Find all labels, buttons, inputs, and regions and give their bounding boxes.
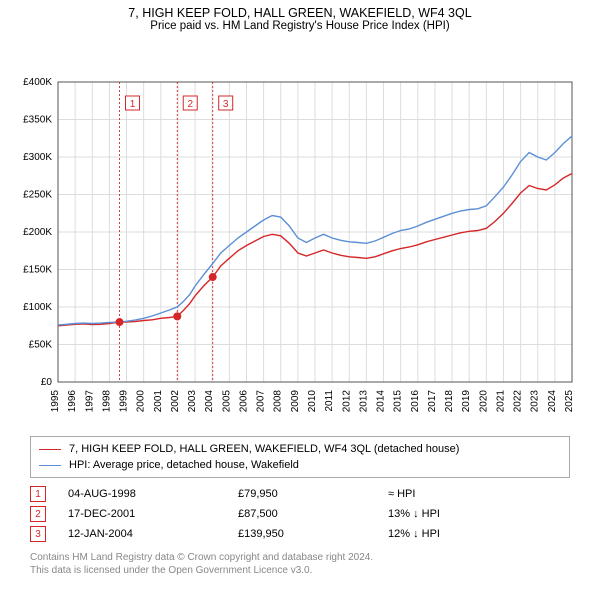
sale-marker-number: 1	[30, 486, 46, 502]
svg-text:£300K: £300K	[23, 152, 52, 163]
sale-date: 17-DEC-2001	[68, 508, 238, 520]
svg-text:1: 1	[130, 99, 136, 110]
svg-text:2008: 2008	[273, 390, 284, 413]
sale-date: 04-AUG-1998	[68, 488, 238, 500]
svg-text:£350K: £350K	[23, 115, 52, 126]
sales-table: 1 04-AUG-1998£79,950≈ HPI 2 17-DEC-2001£87,…	[30, 484, 570, 544]
svg-text:2007: 2007	[256, 390, 267, 413]
svg-text:£50K: £50K	[29, 340, 53, 351]
chart-title: 7, HIGH KEEP FOLD, HALL GREEN, WAKEFIELD…	[0, 0, 600, 20]
sale-hpi-rel: 13% ↓ HPI	[388, 508, 528, 520]
sale-price: £139,950	[238, 528, 388, 540]
svg-text:2020: 2020	[478, 390, 489, 413]
sale-row: 1 04-AUG-1998£79,950≈ HPI	[30, 484, 570, 504]
sale-row: 2 17-DEC-2001£87,50013% ↓ HPI	[30, 504, 570, 524]
svg-text:2: 2	[187, 99, 193, 110]
svg-text:2003: 2003	[187, 390, 198, 413]
svg-text:2018: 2018	[444, 390, 455, 413]
legend-swatch	[39, 449, 61, 450]
svg-text:£250K: £250K	[23, 190, 52, 201]
legend-item: 7, HIGH KEEP FOLD, HALL GREEN, WAKEFIELD…	[39, 441, 561, 457]
svg-text:2012: 2012	[341, 390, 352, 413]
svg-text:2014: 2014	[376, 390, 387, 413]
svg-text:2025: 2025	[564, 390, 575, 413]
sale-hpi-rel: ≈ HPI	[388, 488, 528, 500]
svg-text:2013: 2013	[358, 390, 369, 413]
sale-date: 12-JAN-2004	[68, 528, 238, 540]
svg-text:2022: 2022	[513, 390, 524, 413]
legend: 7, HIGH KEEP FOLD, HALL GREEN, WAKEFIELD…	[30, 436, 570, 478]
svg-text:1995: 1995	[50, 390, 61, 413]
credits: Contains HM Land Registry data © Crown c…	[30, 552, 570, 577]
sale-row: 3 12-JAN-2004£139,95012% ↓ HPI	[30, 524, 570, 544]
svg-text:1996: 1996	[67, 390, 78, 413]
svg-text:2010: 2010	[307, 390, 318, 413]
sale-price: £79,950	[238, 488, 388, 500]
svg-text:£100K: £100K	[23, 302, 52, 313]
legend-label: HPI: Average price, detached house, Wake…	[69, 459, 299, 471]
svg-text:£0: £0	[41, 377, 53, 388]
svg-text:2019: 2019	[461, 390, 472, 413]
svg-text:2023: 2023	[530, 390, 541, 413]
legend-label: 7, HIGH KEEP FOLD, HALL GREEN, WAKEFIELD…	[69, 443, 459, 455]
svg-text:£200K: £200K	[23, 227, 52, 238]
svg-text:2017: 2017	[427, 390, 438, 413]
svg-text:2011: 2011	[324, 390, 335, 412]
svg-text:3: 3	[223, 99, 229, 110]
svg-text:2001: 2001	[153, 390, 164, 413]
svg-text:1999: 1999	[119, 390, 130, 413]
svg-text:2004: 2004	[204, 390, 215, 413]
svg-text:2024: 2024	[547, 390, 558, 413]
svg-text:1998: 1998	[101, 390, 112, 413]
price-chart: £0 £50K £100K £150K £200K £250K £300K £350K £400…	[0, 36, 600, 426]
svg-text:2006: 2006	[238, 390, 249, 413]
svg-text:£400K: £400K	[23, 77, 52, 88]
sale-price: £87,500	[238, 508, 388, 520]
sale-marker-number: 2	[30, 506, 46, 522]
legend-item: HPI: Average price, detached house, Wake…	[39, 457, 561, 473]
svg-text:1997: 1997	[84, 390, 95, 413]
svg-text:2005: 2005	[221, 390, 232, 413]
credits-line1: Contains HM Land Registry data © Crown c…	[30, 552, 570, 565]
legend-swatch	[39, 465, 61, 466]
svg-text:2016: 2016	[410, 390, 421, 413]
svg-text:2021: 2021	[495, 390, 506, 413]
svg-text:2009: 2009	[290, 390, 301, 413]
svg-text:2002: 2002	[170, 390, 181, 413]
chart-subtitle: Price paid vs. HM Land Registry's House …	[0, 20, 600, 36]
sale-marker-number: 3	[30, 526, 46, 542]
svg-text:£150K: £150K	[23, 265, 52, 276]
credits-line2: This data is licensed under the Open Gov…	[30, 565, 570, 578]
svg-text:2000: 2000	[136, 390, 147, 413]
sale-hpi-rel: 12% ↓ HPI	[388, 528, 528, 540]
svg-text:2015: 2015	[393, 390, 404, 413]
